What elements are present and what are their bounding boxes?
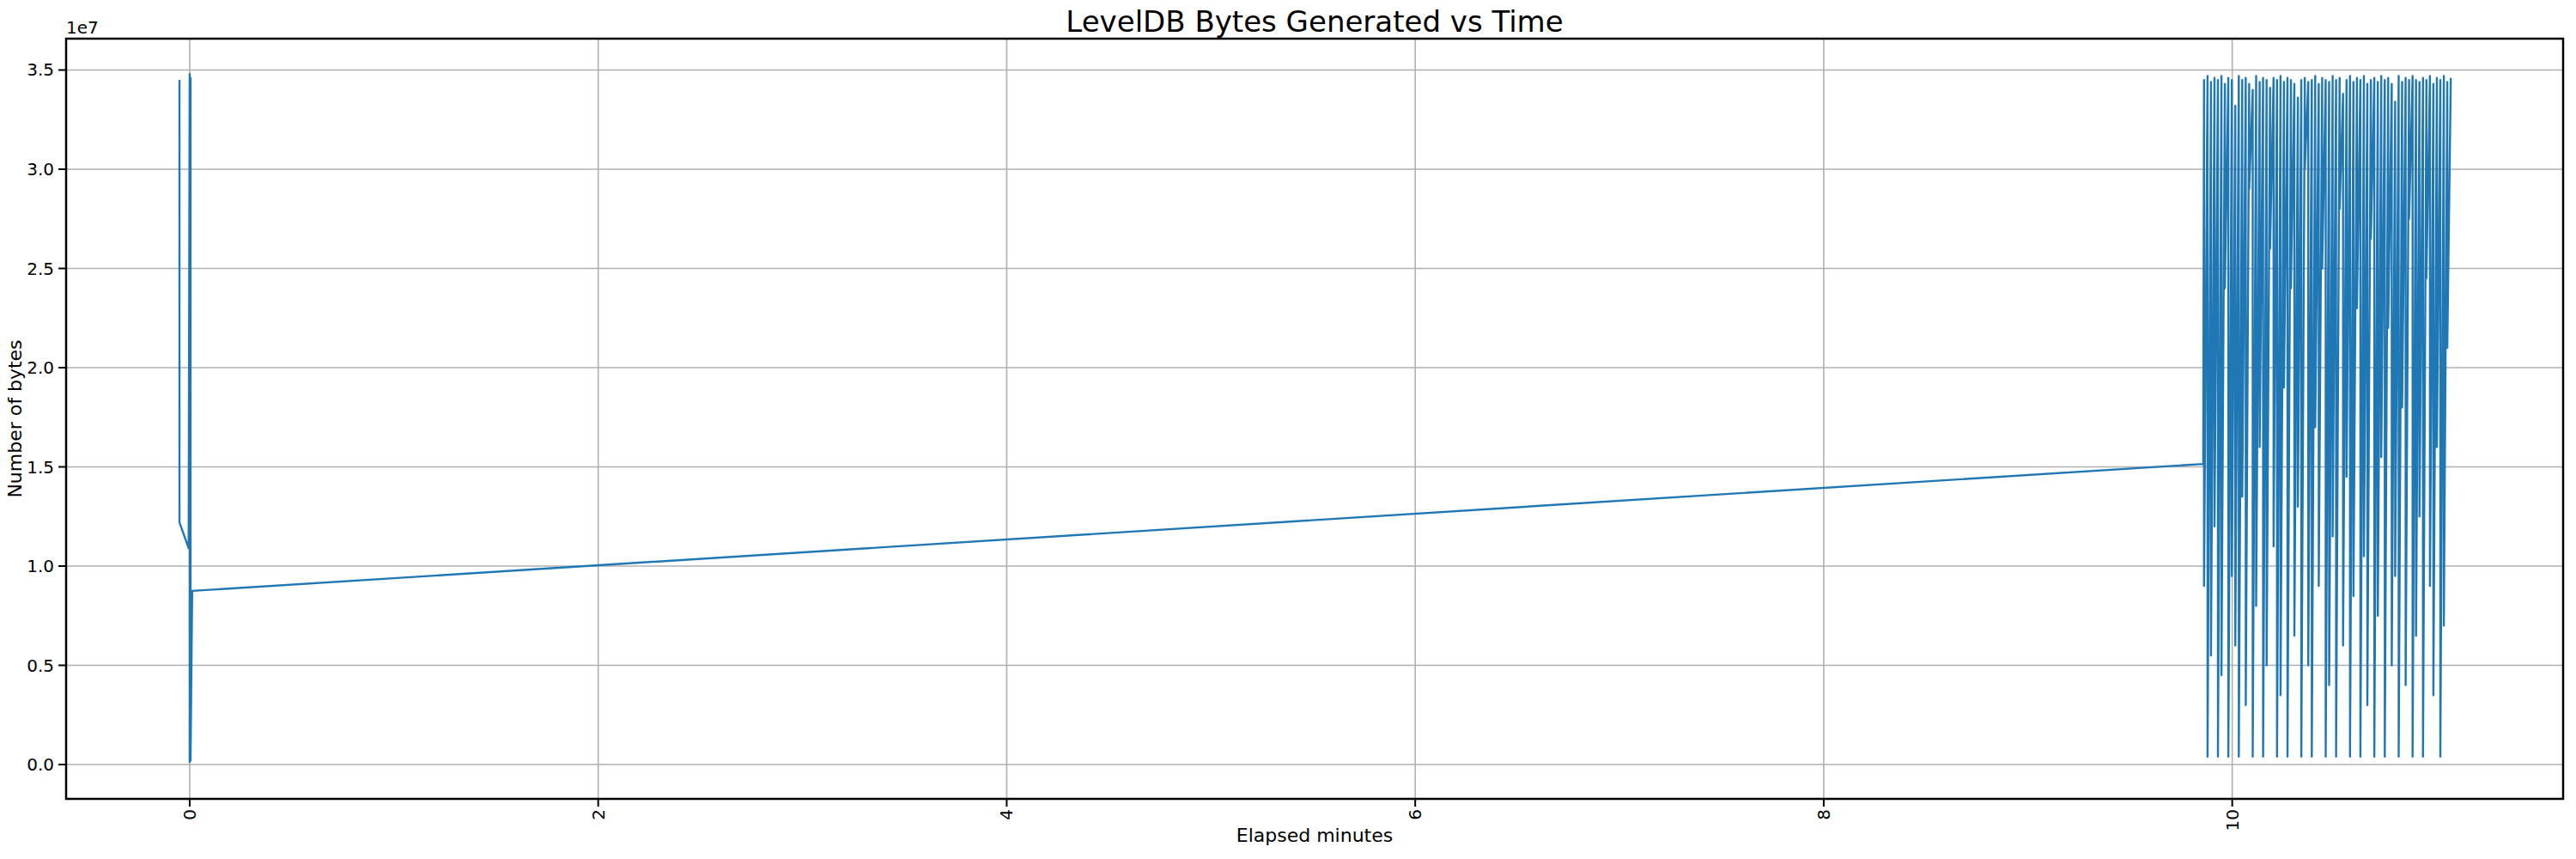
chart-title: LevelDB Bytes Generated vs Time xyxy=(66,7,2563,36)
figure: 02468100.00.51.01.52.02.53.03.51e7Number… xyxy=(0,0,2576,859)
y-tick-label: 0.0 xyxy=(27,754,54,775)
series-line xyxy=(179,74,2451,762)
y-tick-label: 1.0 xyxy=(27,556,54,576)
y-tick-label: 3.0 xyxy=(27,159,54,180)
x-axis-label: Elapsed minutes xyxy=(66,825,2563,847)
plot-border xyxy=(66,39,2563,799)
x-tick-label: 0 xyxy=(179,809,200,820)
y-axis-label: Number of bytes xyxy=(4,339,26,497)
y-tick-label: 0.5 xyxy=(27,655,54,676)
x-tick-label: 4 xyxy=(996,809,1017,820)
x-tick-label: 2 xyxy=(588,809,609,820)
y-tick-label: 2.0 xyxy=(27,357,54,378)
x-tick-label: 6 xyxy=(1405,809,1425,820)
plot-canvas: 02468100.00.51.01.52.02.53.03.51e7Number… xyxy=(0,0,2576,859)
y-tick-label: 2.5 xyxy=(27,259,54,279)
x-tick-label: 8 xyxy=(1814,809,1834,820)
y-tick-label: 3.5 xyxy=(27,59,54,80)
y-tick-label: 1.5 xyxy=(27,457,54,478)
